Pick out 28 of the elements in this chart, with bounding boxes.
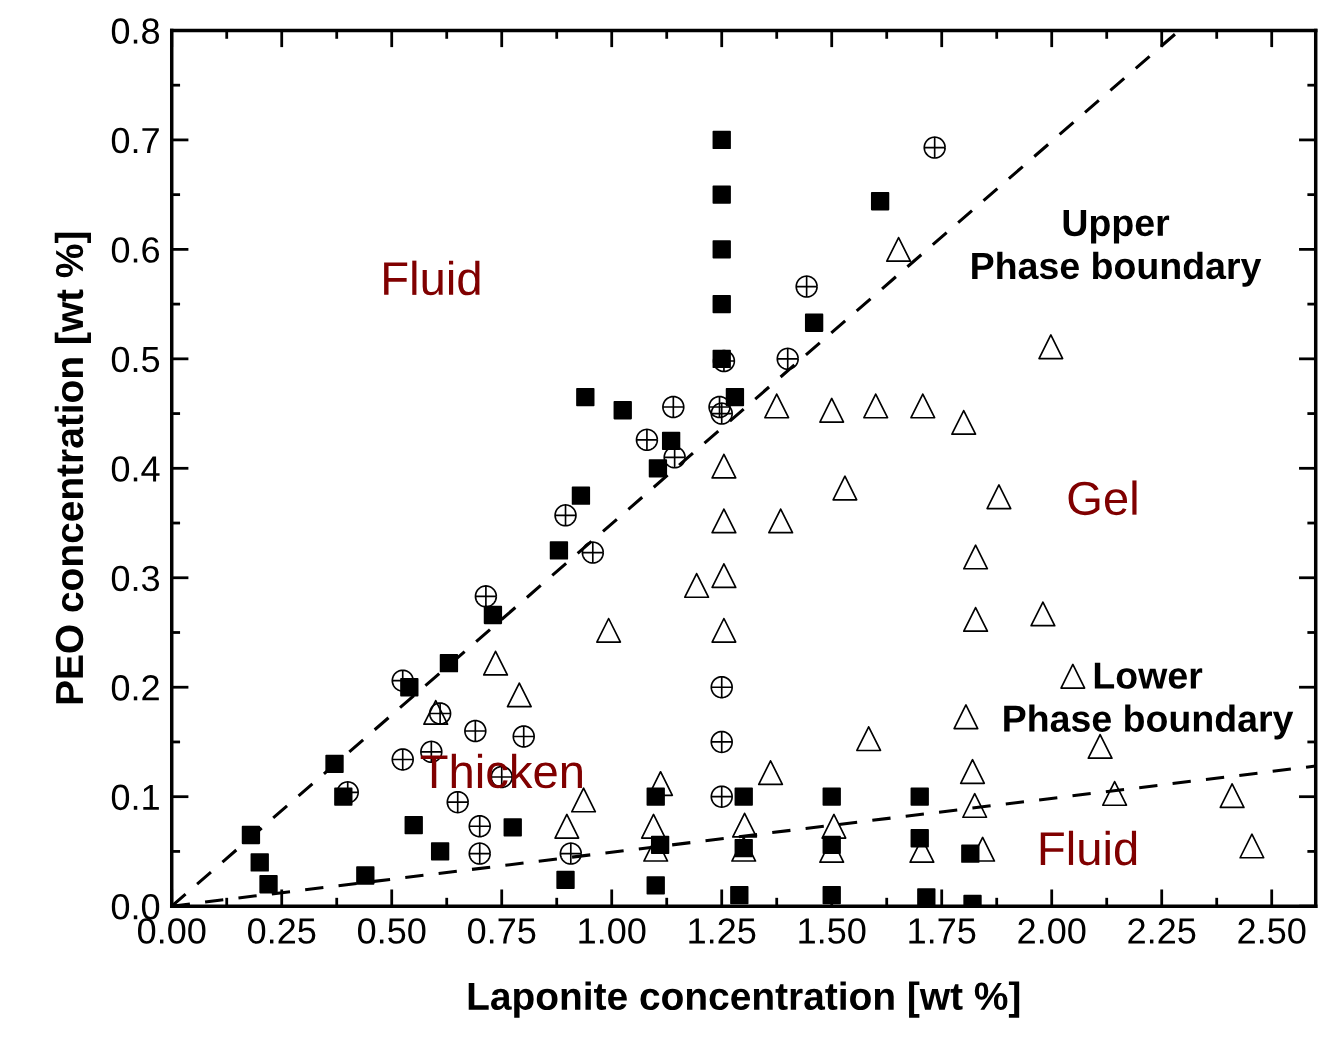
x-tick-label: 2.00: [1018, 918, 1086, 944]
y-tick-label: 0.8: [111, 18, 160, 44]
annotation: Thicken: [420, 753, 582, 789]
x-tick-label: 1.25: [689, 918, 756, 944]
annotation: Lower Phase boundary: [1004, 662, 1294, 740]
x-tick-label: 2.25: [1128, 918, 1196, 944]
y-tick-label: 0.7: [111, 127, 159, 154]
annotation: Upper Phase boundary: [972, 209, 1262, 287]
x-tick-label: 1.50: [799, 918, 866, 944]
y-axis-title: PEO concentration [wt %]: [54, 232, 91, 704]
x-tick-label: 2.50: [1238, 918, 1306, 944]
annotation: Fluid: [384, 260, 480, 296]
x-tick-label: 0.50: [358, 918, 426, 944]
x-axis-title: Laponite concentration [wt %]: [468, 981, 1020, 1018]
y-tick-label: 0.6: [111, 237, 160, 263]
y-tick-label: 0.5: [111, 346, 160, 373]
annotation: Fluid: [1040, 830, 1137, 866]
x-tick-label: 0.25: [248, 918, 316, 944]
annotation: Gel: [1068, 480, 1137, 516]
y-tick-label: 0.4: [111, 456, 160, 482]
y-tick-label: 0.3: [111, 565, 160, 592]
x-tick-label: 0.75: [468, 918, 536, 944]
x-tick-label: 0.00: [138, 918, 206, 944]
y-tick-label: 0.2: [111, 675, 159, 701]
x-tick-label: 1.00: [579, 918, 646, 944]
y-tick-label: 0.0: [111, 894, 160, 920]
x-tick-label: 1.75: [909, 918, 976, 944]
y-tick-label: 0.1: [111, 784, 159, 811]
